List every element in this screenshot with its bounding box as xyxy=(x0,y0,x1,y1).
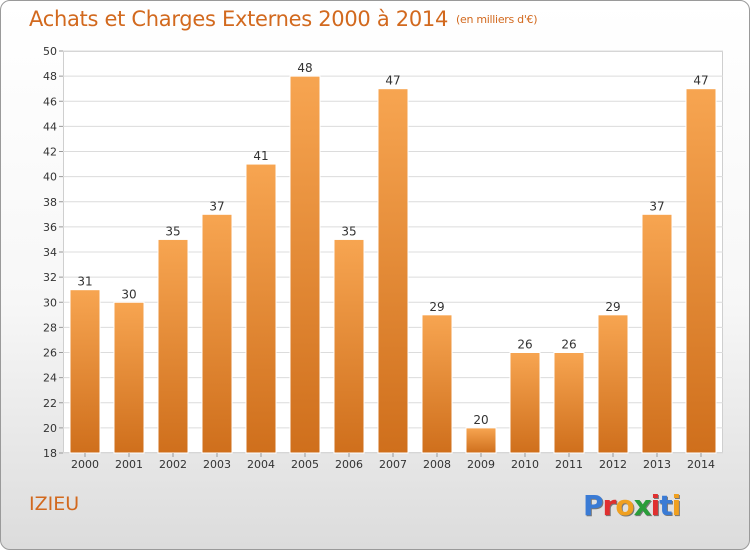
y-tick-label: 28 xyxy=(43,321,57,334)
data-label: 35 xyxy=(341,224,356,238)
y-tick-label: 46 xyxy=(43,95,57,108)
chart-title: Achats et Charges Externes 2000 à 2014 (e… xyxy=(29,7,538,31)
x-tick-label: 2009 xyxy=(467,458,495,471)
bar xyxy=(685,88,717,454)
y-tick-label: 34 xyxy=(43,246,57,259)
y-tick-label: 42 xyxy=(43,146,57,159)
data-label: 29 xyxy=(429,300,444,314)
x-tick-label: 2001 xyxy=(115,458,143,471)
logo-letter: o xyxy=(615,489,634,522)
data-label: 35 xyxy=(165,224,180,238)
bar xyxy=(113,301,145,454)
y-tick-label: 24 xyxy=(43,372,57,385)
bar xyxy=(641,213,673,454)
bar xyxy=(245,163,277,454)
x-tick-label: 2000 xyxy=(71,458,99,471)
logo-letter: t xyxy=(659,489,672,522)
x-tick-label: 2012 xyxy=(599,458,627,471)
place-name: IZIEU xyxy=(29,493,80,515)
y-tick-label: 26 xyxy=(43,347,57,360)
data-label: 20 xyxy=(473,413,488,427)
x-tick-label: 2011 xyxy=(555,458,583,471)
bar xyxy=(201,213,233,454)
proxiti-logo: Proxiti xyxy=(583,489,682,522)
data-label: 41 xyxy=(253,149,268,163)
y-tick-label: 36 xyxy=(43,221,57,234)
y-tick-label: 48 xyxy=(43,70,57,83)
data-label: 47 xyxy=(693,74,708,88)
logo-letter: i xyxy=(650,489,661,522)
data-label: 26 xyxy=(517,338,532,352)
title-text: Achats et Charges Externes 2000 à 2014 xyxy=(29,7,449,31)
data-label: 30 xyxy=(121,287,136,301)
bar xyxy=(421,314,453,454)
bar xyxy=(157,238,189,454)
x-tick-label: 2003 xyxy=(203,458,231,471)
x-tick-label: 2014 xyxy=(687,458,715,471)
y-tick-label: 50 xyxy=(43,45,57,58)
y-tick-label: 20 xyxy=(43,422,57,435)
bar xyxy=(333,238,365,454)
x-tick-label: 2006 xyxy=(335,458,363,471)
y-tick-label: 32 xyxy=(43,271,57,284)
x-tick-label: 2008 xyxy=(423,458,451,471)
x-tick-label: 2004 xyxy=(247,458,275,471)
y-tick-label: 18 xyxy=(43,447,57,460)
bar xyxy=(465,427,497,454)
bar xyxy=(69,289,101,454)
y-tick-label: 44 xyxy=(43,120,57,133)
x-tick-label: 2007 xyxy=(379,458,407,471)
logo-letter: i xyxy=(671,489,682,522)
bar xyxy=(289,75,321,454)
data-label: 37 xyxy=(649,199,664,213)
x-tick-label: 2002 xyxy=(159,458,187,471)
x-tick-label: 2005 xyxy=(291,458,319,471)
x-tick-label: 2013 xyxy=(643,458,671,471)
logo-letter: x xyxy=(633,489,652,522)
x-tick-label: 2010 xyxy=(511,458,539,471)
data-label: 29 xyxy=(605,300,620,314)
data-label: 31 xyxy=(77,275,92,289)
bar xyxy=(553,352,585,454)
y-tick-label: 40 xyxy=(43,171,57,184)
data-label: 48 xyxy=(297,61,312,75)
data-label: 26 xyxy=(561,338,576,352)
logo-letter: r xyxy=(602,489,617,522)
data-label: 37 xyxy=(209,199,224,213)
y-tick-label: 22 xyxy=(43,397,57,410)
title-unit: (en milliers d'€) xyxy=(456,13,538,26)
bar xyxy=(597,314,629,454)
bar xyxy=(509,352,541,454)
data-label: 47 xyxy=(385,74,400,88)
y-tick-label: 38 xyxy=(43,196,57,209)
y-tick-label: 30 xyxy=(43,296,57,309)
logo-letter: P xyxy=(583,489,604,522)
bar xyxy=(377,88,409,454)
